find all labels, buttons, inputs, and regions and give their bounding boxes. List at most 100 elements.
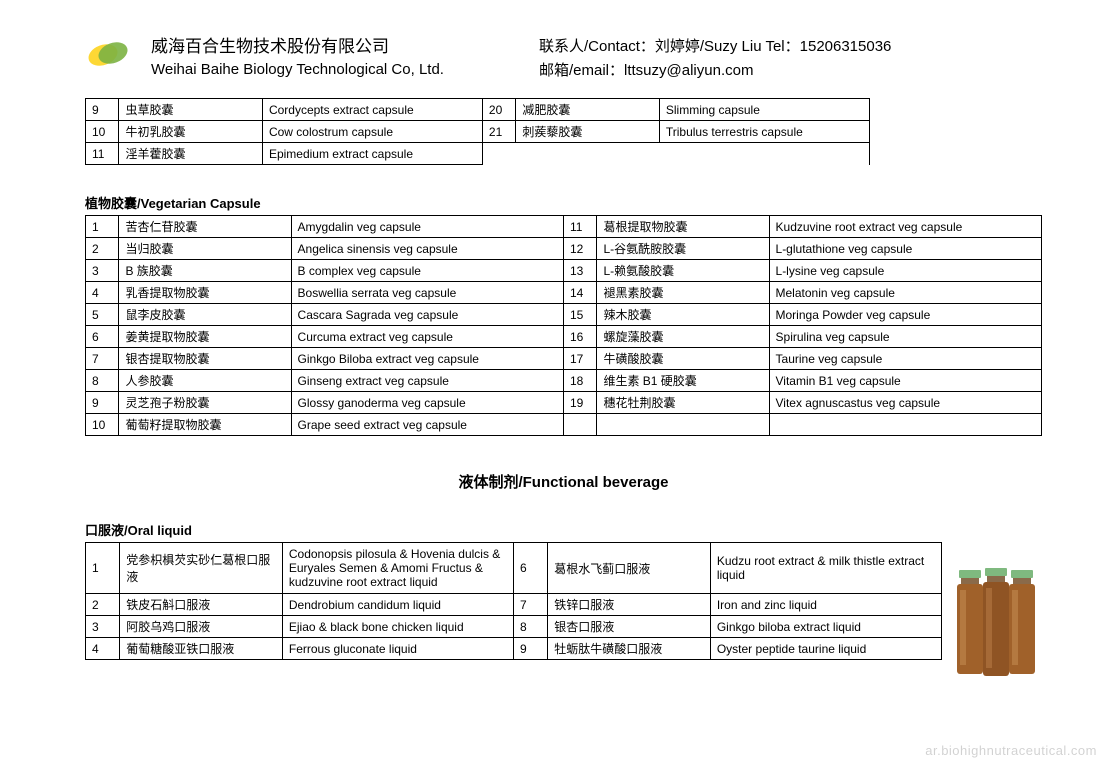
cell: Curcuma extract veg capsule (291, 326, 563, 348)
cell: 1 (86, 543, 120, 594)
table-row: 1党参枳椇芡实砂仁葛根口服液Codonopsis pilosula & Hove… (86, 543, 942, 594)
cell: 牛初乳胶囊 (119, 121, 262, 143)
company-name-block: 威海百合生物技术股份有限公司 Weihai Baihe Biology Tech… (151, 35, 521, 80)
table-row: 6姜黄提取物胶囊Curcuma extract veg capsule16螺旋藻… (86, 326, 1042, 348)
cell: 葡萄糖酸亚铁口服液 (120, 638, 283, 660)
contact-line-2: 邮箱/email：lttsuzy@aliyun.com (539, 59, 1042, 83)
cell: Codonopsis pilosula & Hovenia dulcis & E… (282, 543, 513, 594)
cell: L-lysine veg capsule (769, 260, 1041, 282)
table-row: 10葡萄籽提取物胶囊Grape seed extract veg capsule (86, 414, 1042, 436)
cell: 3 (86, 260, 119, 282)
cell: 灵芝孢子粉胶囊 (119, 392, 291, 414)
cell: 穗花牡荆胶囊 (597, 392, 769, 414)
cell: Kudzuvine root extract veg capsule (769, 216, 1041, 238)
cell: Ginkgo Biloba extract veg capsule (291, 348, 563, 370)
table-row: 1苦杏仁苷胶囊Amygdalin veg capsule11葛根提取物胶囊Kud… (86, 216, 1042, 238)
company-name-cn: 威海百合生物技术股份有限公司 (151, 35, 521, 59)
cell: 20 (482, 99, 515, 121)
cell: 螺旋藻胶囊 (597, 326, 769, 348)
cell: 乳香提取物胶囊 (119, 282, 291, 304)
cell: 10 (86, 121, 119, 143)
vegetarian-capsule-table: 1苦杏仁苷胶囊Amygdalin veg capsule11葛根提取物胶囊Kud… (85, 215, 1042, 436)
cell: 5 (86, 304, 119, 326)
cell: 11 (563, 216, 596, 238)
section-title-vegetarian: 植物胶囊/Vegetarian Capsule (85, 193, 1042, 212)
cell: Amygdalin veg capsule (291, 216, 563, 238)
table-row: 7银杏提取物胶囊Ginkgo Biloba extract veg capsul… (86, 348, 1042, 370)
cell: Spirulina veg capsule (769, 326, 1041, 348)
cell: Iron and zinc liquid (710, 594, 941, 616)
cell: Cow colostrum capsule (262, 121, 482, 143)
cell: 6 (513, 543, 547, 594)
table-row: 4乳香提取物胶囊Boswellia serrata veg capsule14褪… (86, 282, 1042, 304)
main-heading-beverage: 液体制剂/Functional beverage (85, 471, 1042, 492)
watermark-text: ar.biohighnutraceutical.com (925, 743, 1097, 758)
cell: Ferrous gluconate liquid (282, 638, 513, 660)
cell: Angelica sinensis veg capsule (291, 238, 563, 260)
cell: 鼠李皮胶囊 (119, 304, 291, 326)
table-row: 2当归胶囊Angelica sinensis veg capsule12L-谷氨… (86, 238, 1042, 260)
oral-liquid-section: 1党参枳椇芡实砂仁葛根口服液Codonopsis pilosula & Hove… (85, 542, 1042, 680)
cell: 减肥胶囊 (516, 99, 659, 121)
cell: 刺蒺藜胶囊 (516, 121, 659, 143)
table-row: 9灵芝孢子粉胶囊Glossy ganoderma veg capsule19穗花… (86, 392, 1042, 414)
cell: 9 (513, 638, 547, 660)
cell: Ginseng extract veg capsule (291, 370, 563, 392)
cell: 银杏提取物胶囊 (119, 348, 291, 370)
cell: Kudzu root extract & milk thistle extrac… (710, 543, 941, 594)
cell: 苦杏仁苷胶囊 (119, 216, 291, 238)
cell: 葛根水飞蓟口服液 (548, 543, 711, 594)
table-row: 3B 族胶囊B complex veg capsule13L-赖氨酸胶囊L-ly… (86, 260, 1042, 282)
cell (563, 414, 596, 436)
cell: 维生素 B1 硬胶囊 (597, 370, 769, 392)
cell: Slimming capsule (659, 99, 869, 121)
cell: 1 (86, 216, 119, 238)
cell (516, 143, 659, 165)
cell: 21 (482, 121, 515, 143)
cell: 淫羊藿胶囊 (119, 143, 262, 165)
cell: 阿胶乌鸡口服液 (120, 616, 283, 638)
cell: 8 (513, 616, 547, 638)
cell: 铁锌口服液 (548, 594, 711, 616)
cell: L-glutathione veg capsule (769, 238, 1041, 260)
oral-liquid-table: 1党参枳椇芡实砂仁葛根口服液Codonopsis pilosula & Hove… (85, 542, 942, 660)
cell: 9 (86, 99, 119, 121)
cell: 葛根提取物胶囊 (597, 216, 769, 238)
table-row: 5鼠李皮胶囊Cascara Sagrada veg capsule15辣木胶囊M… (86, 304, 1042, 326)
cell: Grape seed extract veg capsule (291, 414, 563, 436)
company-name-en: Weihai Baihe Biology Technological Co, L… (151, 59, 521, 80)
contact-line-1: 联系人/Contact：刘婷婷/Suzy Liu Tel：15206315036 (539, 35, 1042, 59)
cell: 11 (86, 143, 119, 165)
cell: B 族胶囊 (119, 260, 291, 282)
cell: L-赖氨酸胶囊 (597, 260, 769, 282)
cell: 4 (86, 282, 119, 304)
header: 威海百合生物技术股份有限公司 Weihai Baihe Biology Tech… (85, 35, 1042, 83)
table-row: 3阿胶乌鸡口服液Ejiao & black bone chicken liqui… (86, 616, 942, 638)
cell: Moringa Powder veg capsule (769, 304, 1041, 326)
document-page: 威海百合生物技术股份有限公司 Weihai Baihe Biology Tech… (0, 0, 1112, 700)
cell: 7 (86, 348, 119, 370)
cell: 9 (86, 392, 119, 414)
cell: 13 (563, 260, 596, 282)
cell: 8 (86, 370, 119, 392)
cell: Melatonin veg capsule (769, 282, 1041, 304)
cell: Glossy ganoderma veg capsule (291, 392, 563, 414)
cell (597, 414, 769, 436)
cell: Boswellia serrata veg capsule (291, 282, 563, 304)
spacer-cell (870, 99, 1042, 165)
cell: 19 (563, 392, 596, 414)
cell: 褪黑素胶囊 (597, 282, 769, 304)
cell (482, 143, 515, 165)
cell: 2 (86, 594, 120, 616)
cell: 牡蛎肽牛磺酸口服液 (548, 638, 711, 660)
cell (659, 143, 869, 165)
cell: Cascara Sagrada veg capsule (291, 304, 563, 326)
cell: Cordycepts extract capsule (262, 99, 482, 121)
section-title-oral-liquid: 口服液/Oral liquid (85, 520, 1042, 539)
cell: 姜黄提取物胶囊 (119, 326, 291, 348)
cell: 铁皮石斛口服液 (120, 594, 283, 616)
cell: Taurine veg capsule (769, 348, 1041, 370)
vials-image-icon (952, 560, 1042, 680)
cell: 10 (86, 414, 119, 436)
cell: 银杏口服液 (548, 616, 711, 638)
